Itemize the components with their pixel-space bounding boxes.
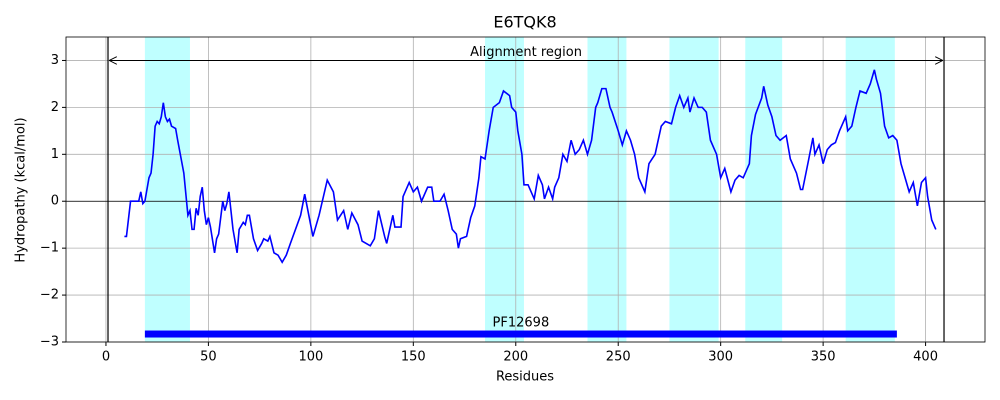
- highlight-span: [144, 37, 190, 342]
- highlight-span: [745, 37, 783, 342]
- y-tick-label: 2: [51, 100, 59, 115]
- y-tick-label: −2: [40, 288, 59, 303]
- highlight-span: [845, 37, 895, 342]
- highlight-span: [587, 37, 627, 342]
- highlight-span: [669, 37, 719, 342]
- y-tick-label: −3: [40, 335, 59, 350]
- chart-title: E6TQK8: [493, 13, 556, 32]
- plot-frame: [65, 36, 986, 343]
- highlight-span: [485, 37, 524, 342]
- alignment-label: Alignment region: [470, 45, 582, 60]
- x-axis-label: Residues: [496, 370, 554, 385]
- y-tick-label: 1: [51, 147, 59, 162]
- y-axis-label: Hydropathy (kcal/mol): [14, 117, 29, 262]
- hydropathy-line: [124, 69, 937, 264]
- y-tick-label: −1: [40, 241, 59, 256]
- x-tick-label: 200: [503, 350, 528, 365]
- domain-label: PF12698: [493, 316, 550, 331]
- x-tick-label: 250: [606, 350, 631, 365]
- x-tick-label: 0: [102, 350, 110, 365]
- x-tick-label: 50: [200, 350, 217, 365]
- x-tick-label: 400: [913, 350, 938, 365]
- x-tick-label: 150: [401, 350, 426, 365]
- x-tick-label: 300: [708, 350, 733, 365]
- domain-bar: [144, 330, 897, 338]
- y-tick-label: 0: [51, 194, 59, 209]
- y-tick-label: 3: [51, 53, 59, 68]
- x-tick-label: 350: [811, 350, 836, 365]
- x-tick-label: 100: [298, 350, 323, 365]
